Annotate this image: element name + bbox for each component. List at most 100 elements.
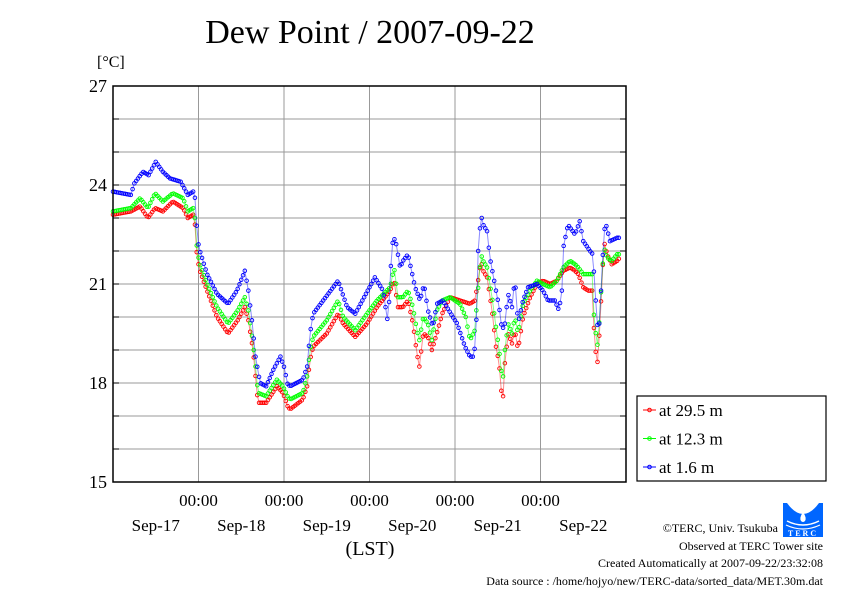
data-point (515, 311, 520, 316)
data-point (196, 242, 201, 247)
data-point (554, 302, 559, 307)
data-point (424, 298, 429, 304)
data-point (310, 337, 315, 342)
data-point (507, 326, 513, 332)
data-point (388, 263, 394, 269)
data-point (206, 276, 212, 281)
data-point (306, 343, 312, 349)
data-point (475, 248, 481, 254)
data-point (308, 326, 313, 332)
legend-marker (647, 436, 652, 441)
x-tick-time-label: 00:00 (265, 491, 304, 510)
data-point (336, 281, 342, 287)
data-point (433, 316, 438, 322)
y-tick-label: 15 (89, 472, 107, 492)
data-point (278, 354, 283, 359)
x-tick-date-label: Sep-22 (559, 516, 607, 535)
data-point (507, 336, 513, 342)
data-point (497, 351, 502, 357)
data-point (459, 336, 465, 341)
data-point (595, 359, 600, 365)
data-point (479, 254, 484, 259)
data-point (422, 286, 427, 292)
data-point (561, 243, 566, 249)
data-point (181, 198, 187, 204)
data-point (525, 300, 531, 306)
data-point (522, 294, 527, 299)
data-point (429, 337, 435, 343)
data-point (272, 364, 278, 369)
data-point (593, 298, 598, 303)
data-point (203, 267, 208, 272)
data-point (126, 206, 132, 211)
data-point (461, 341, 467, 346)
data-point (304, 364, 310, 369)
data-point (238, 301, 244, 307)
data-point (495, 337, 501, 342)
legend-label: at 12.3 m (659, 430, 723, 449)
data-point (614, 235, 620, 241)
data-point (579, 228, 584, 234)
data-point (279, 359, 285, 364)
data-point (413, 286, 419, 292)
data-point (500, 393, 506, 399)
data-point (201, 261, 207, 266)
data-point (390, 272, 395, 277)
data-point (491, 327, 497, 333)
data-point (434, 329, 440, 335)
data-point (237, 304, 242, 310)
data-point (388, 281, 394, 286)
data-point (513, 285, 518, 290)
data-point (541, 290, 547, 295)
data-point (263, 384, 269, 389)
data-point (477, 264, 483, 270)
data-point (418, 293, 424, 299)
data-point (413, 342, 419, 348)
data-point (190, 189, 196, 194)
data-point (459, 306, 465, 312)
footer-credits: ©TERC, Univ. Tsukuba Observed at TERC To… (486, 520, 823, 590)
data-point (301, 375, 306, 380)
data-point (436, 323, 442, 328)
data-point (148, 200, 153, 206)
data-point (383, 304, 388, 310)
data-point (214, 312, 219, 318)
data-point (244, 311, 249, 316)
data-point (212, 308, 217, 313)
data-point (616, 235, 622, 241)
data-point (237, 314, 242, 320)
data-point (577, 275, 582, 281)
data-point (424, 319, 429, 324)
data-point (431, 341, 436, 347)
series-at-1-6-m (110, 159, 622, 389)
svg-text:TERC: TERC (788, 529, 818, 537)
x-tick-date-label: Sep-21 (474, 516, 522, 535)
data-point (486, 245, 492, 250)
data-point (484, 228, 490, 234)
data-point (575, 271, 581, 276)
y-tick-label: 24 (89, 175, 107, 195)
data-point (591, 269, 597, 274)
data-point (500, 325, 506, 330)
data-point (479, 215, 484, 221)
data-point (504, 304, 509, 310)
data-point (367, 285, 372, 290)
data-point (431, 320, 436, 325)
data-point (415, 291, 420, 297)
data-point (543, 294, 549, 299)
data-point (415, 354, 420, 360)
data-point (426, 335, 431, 341)
data-point (203, 277, 208, 283)
data-point (246, 308, 251, 313)
data-point (369, 281, 374, 287)
data-point (591, 312, 597, 318)
data-point (472, 328, 477, 334)
data-point (520, 299, 525, 305)
data-point (128, 192, 134, 198)
data-point (597, 333, 602, 338)
data-point (559, 268, 565, 273)
data-point (513, 318, 518, 323)
data-point (427, 315, 433, 320)
data-point (440, 310, 445, 316)
